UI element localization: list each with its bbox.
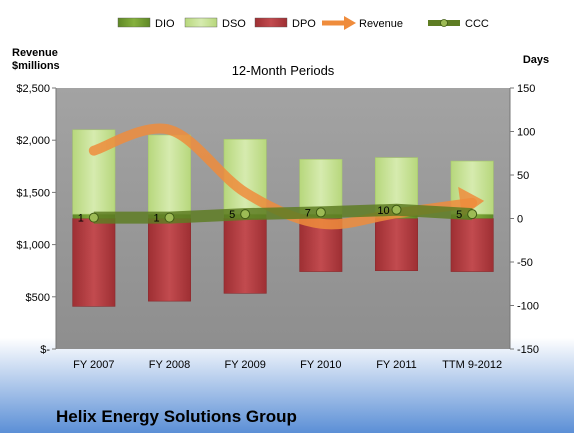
dpo-bar [148,218,191,302]
ccc-point [391,204,402,215]
category-label: FY 2011 [376,359,417,371]
legend-label-dio: DIO [155,18,175,30]
legend-marker-ccc [440,19,448,27]
right-tick-label: 0 [517,214,523,226]
dpo-bar [72,218,116,307]
right-tick-label: 100 [517,127,535,139]
dpo-bar [223,218,267,294]
legend-label-dpo: DPO [292,18,316,30]
legend-swatch-dpo [254,17,288,28]
ccc-point [88,212,99,223]
ccc-point [467,209,478,220]
legend: DIO DSO DPO Revenue CCC [117,16,489,30]
legend-arrowhead-revenue [344,16,356,30]
dso-bar [148,134,191,215]
right-axis-label: Days [523,54,549,66]
ccc-data-label: 1 [153,213,159,225]
dpo-bar [375,218,418,272]
company-title: Helix Energy Solutions Group [56,407,297,426]
ccc-point [164,212,175,223]
ccc-data-label: 5 [229,209,235,221]
chart-title: 12-Month Periods [232,63,335,78]
right-tick-label: -50 [517,257,533,269]
legend-label-dso: DSO [222,18,246,30]
ccc-data-label: 7 [305,207,311,219]
left-tick-label: $1,000 [16,240,50,252]
left-axis-label-line1: Revenue [12,47,58,59]
category-label: FY 2010 [300,359,341,371]
axes: $- $500 $1,000 $1,500 $2,000 $2,500 -150 -100 -5… [16,83,539,371]
left-tick-label: $2,000 [16,135,50,147]
legend-swatch-dio [117,17,151,28]
right-tick-label: 150 [517,83,535,95]
category-label: FY 2009 [224,359,265,371]
category-label: FY 2007 [73,359,114,371]
ccc-point [315,207,326,218]
ccc-data-label: 10 [377,205,389,217]
ccc-layer: 1 1 5 7 10 5 [78,203,478,225]
left-tick-label: $- [40,344,50,356]
category-label: TTM 9-2012 [442,359,502,371]
legend-label-ccc: CCC [465,18,489,30]
left-axis-label-line2: $millions [12,60,60,72]
left-tick-label: $500 [26,292,50,304]
dso-bar [299,159,343,215]
ccc-data-label: 1 [78,213,84,225]
legend-label-revenue: Revenue [359,18,403,30]
right-tick-label: 50 [517,170,529,182]
category-label: FY 2008 [149,359,190,371]
ccc-point [240,209,251,220]
legend-swatch-dso [184,17,218,28]
ccc-data-label: 5 [456,209,462,221]
dpo-bar [450,218,494,272]
ccc-line [93,203,473,224]
right-tick-label: -150 [517,344,539,356]
left-tick-label: $2,500 [16,83,50,95]
left-tick-label: $1,500 [16,187,50,199]
right-tick-label: -100 [517,301,539,313]
